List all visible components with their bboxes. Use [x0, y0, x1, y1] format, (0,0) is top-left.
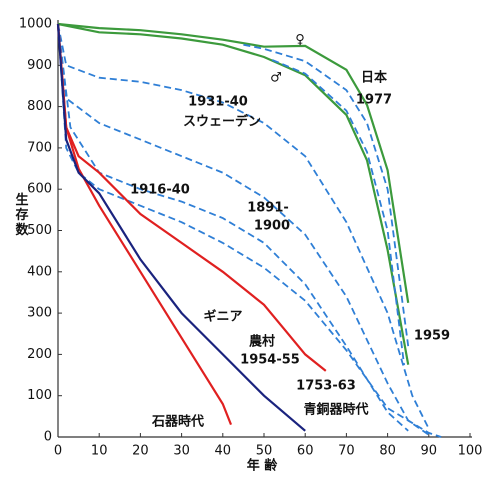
annotation: スウェーデン: [183, 114, 261, 130]
y-tick-label: 0: [44, 430, 52, 445]
y-tick-label: 900: [27, 58, 52, 73]
x-tick-label: 20: [132, 444, 149, 459]
x-tick-label: 80: [379, 444, 396, 459]
y-tick-label: 100: [27, 388, 52, 403]
annotation: 1959: [414, 329, 450, 344]
x-tick-label: 90: [421, 444, 438, 459]
y-tick-label: 600: [27, 182, 52, 197]
annotation: 青銅器時代: [303, 402, 368, 418]
annotation: 1900: [254, 219, 290, 234]
x-tick-label: 10: [91, 444, 108, 459]
annotation: 石器時代: [151, 414, 204, 430]
annotation: ♂: [270, 71, 282, 86]
y-axis-label: 生存数: [13, 192, 29, 238]
annotation: ♀: [295, 33, 305, 48]
y-tick-label: 700: [27, 140, 52, 155]
y-tick-label: 400: [27, 264, 52, 279]
survival-curve: [243, 43, 410, 347]
survival-curve: [56, 23, 233, 426]
x-tick-label: 0: [54, 444, 62, 459]
survival-curve: [57, 23, 430, 436]
annotation: 日本: [361, 70, 387, 86]
x-tick-label: 70: [338, 444, 355, 459]
x-tick-label: 40: [215, 444, 232, 459]
y-tick-label: 200: [27, 347, 52, 362]
annotation: 1931-40: [188, 95, 248, 110]
x-tick-label: 60: [297, 444, 314, 459]
survival-curve: [271, 59, 405, 366]
y-tick-label: 300: [27, 306, 52, 321]
survival-curve: [56, 23, 327, 372]
annotation: 1753-63: [296, 379, 356, 394]
annotation: 1954-55: [240, 353, 300, 368]
annotation: 1891-: [247, 201, 289, 216]
survival-curve: [57, 23, 442, 438]
x-axis-label: 年 齢: [247, 458, 279, 474]
annotation: 農村: [249, 334, 275, 350]
annotation: 1916-40: [130, 183, 190, 198]
survival-curve: [57, 22, 410, 365]
annotation: ギニア: [203, 309, 242, 325]
annotation: 1977: [356, 93, 392, 108]
y-tick-label: 500: [27, 223, 52, 238]
y-tick-label: 1000: [19, 17, 52, 32]
y-tick-label: 800: [27, 99, 52, 114]
survival-curve: [57, 23, 430, 430]
x-tick-label: 50: [256, 444, 273, 459]
survival-curve: [57, 22, 410, 303]
x-tick-label: 30: [173, 444, 190, 459]
x-tick-label: 100: [458, 444, 483, 459]
survival-curve: [56, 23, 306, 432]
